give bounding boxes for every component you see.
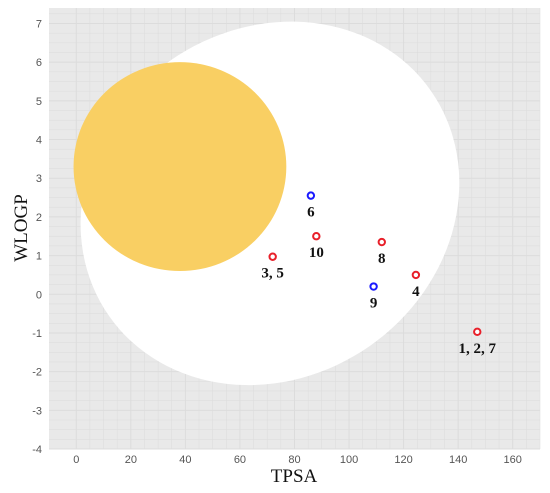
x-tick-label: 0 — [73, 454, 79, 466]
regions — [73, 21, 460, 386]
data-point — [268, 252, 277, 261]
data-point — [473, 327, 482, 336]
x-tick-label: 100 — [340, 454, 358, 466]
x-tick-labels: 0 20 40 60 80 100 120 140 160 — [73, 454, 522, 466]
y-axis-title: WLOGP — [11, 194, 32, 262]
y-tick-label: 0 — [36, 289, 42, 301]
y-tick-label: -4 — [32, 444, 42, 456]
x-tick-label: 160 — [504, 454, 522, 466]
x-axis-title: TPSA — [271, 466, 318, 487]
x-tick-label: 140 — [449, 454, 467, 466]
y-tick-labels: -4 -3 -2 -1 0 1 2 3 4 5 6 7 — [32, 18, 42, 456]
point-label: 1, 2, 7 — [459, 341, 497, 357]
point-label: 10 — [309, 245, 324, 261]
data-points — [268, 191, 482, 336]
x-tick-label: 80 — [288, 454, 300, 466]
y-tick-label: 3 — [36, 173, 42, 185]
point-label: 6 — [307, 205, 315, 221]
point-label: 4 — [412, 284, 420, 300]
point-labels: 1, 2, 7 3, 5 4 6 8 9 10 — [261, 205, 496, 357]
y-tick-label: 4 — [36, 135, 42, 147]
point-label: 3, 5 — [261, 266, 284, 282]
x-tick-label: 20 — [125, 454, 137, 466]
y-tick-label: 2 — [36, 212, 42, 224]
y-tick-label: 7 — [36, 18, 42, 30]
x-tick-label: 60 — [234, 454, 246, 466]
y-tick-label: 6 — [36, 57, 42, 69]
y-tick-label: 5 — [36, 96, 42, 108]
y-tick-label: -1 — [32, 328, 42, 340]
y-tick-label: -2 — [32, 367, 42, 379]
data-point — [312, 232, 321, 241]
x-tick-label: 40 — [179, 454, 191, 466]
point-label: 9 — [370, 296, 378, 312]
data-point — [377, 237, 386, 247]
y-tick-label: -3 — [32, 405, 42, 417]
x-tick-label: 120 — [394, 454, 412, 466]
yolk-region-ellipse — [73, 62, 287, 272]
data-point — [411, 270, 421, 280]
point-label: 8 — [378, 251, 386, 267]
data-point — [369, 282, 378, 291]
data-point — [306, 191, 316, 200]
y-tick-label: 1 — [36, 251, 42, 263]
